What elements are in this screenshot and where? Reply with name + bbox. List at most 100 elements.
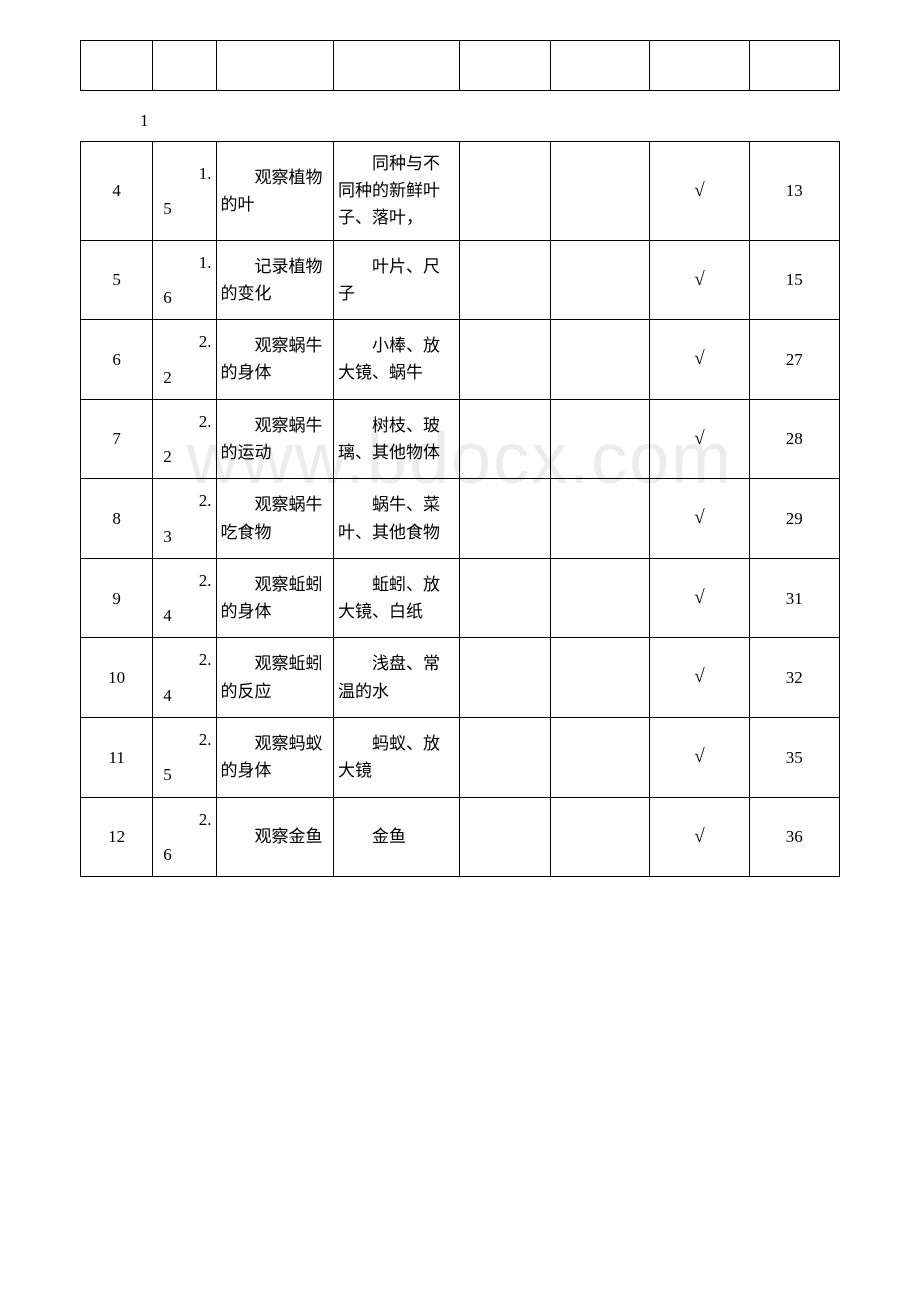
check-cell: √ [650, 558, 749, 638]
page-cell: 32 [749, 638, 839, 718]
page-cell: 28 [749, 399, 839, 479]
table-row: 62.2观察蜗牛的身体小棒、放大镜、蜗牛√27 [81, 320, 840, 400]
empty-cell [460, 638, 550, 718]
empty-cell [550, 240, 649, 320]
header-cell [81, 41, 153, 91]
chapter-cell: 2.2 [153, 320, 216, 400]
page-cell: 29 [749, 479, 839, 559]
check-cell: √ [650, 142, 749, 241]
materials-cell: 树枝、玻璃、其他物体 [333, 399, 460, 479]
chapter-cell: 2.2 [153, 399, 216, 479]
table-row: 102.4观察蚯蚓的反应浅盘、常温的水 √32 [81, 638, 840, 718]
table-row: 72.2观察蜗牛的运动树枝、玻璃、其他物体√28 [81, 399, 840, 479]
chapter-sub: 2 [163, 443, 211, 470]
empty-cell [550, 142, 649, 241]
check-cell: √ [650, 717, 749, 797]
materials-cell: 金鱼 [333, 797, 460, 877]
chapter-sub: 6 [163, 841, 211, 868]
page-cell: 31 [749, 558, 839, 638]
materials-cell: 叶片、尺子 [333, 240, 460, 320]
check-cell: √ [650, 797, 749, 877]
data-table: 41.5观察植物的叶同种与不同种的新鲜叶子、落叶，√1351.6记录植物的变化叶… [80, 141, 840, 877]
materials-cell: 浅盘、常温的水 [333, 638, 460, 718]
chapter-sub: 5 [163, 761, 211, 788]
empty-cell [460, 558, 550, 638]
materials-cell: 同种与不同种的新鲜叶子、落叶， [333, 142, 460, 241]
seq-cell: 5 [81, 240, 153, 320]
chapter-cell: 2.6 [153, 797, 216, 877]
header-cell [749, 41, 839, 91]
seq-cell: 6 [81, 320, 153, 400]
chapter-cell: 1.5 [153, 142, 216, 241]
empty-cell [460, 142, 550, 241]
seq-cell: 8 [81, 479, 153, 559]
exp-name-cell: 观察蜗牛的身体 [216, 320, 333, 400]
exp-name-cell: 观察蚯蚓的反应 [216, 638, 333, 718]
chapter-sub: 6 [163, 284, 211, 311]
seq-cell: 7 [81, 399, 153, 479]
header-table [80, 40, 840, 91]
seq-cell: 10 [81, 638, 153, 718]
seq-cell: 9 [81, 558, 153, 638]
chapter-cell: 2.5 [153, 717, 216, 797]
header-cell [650, 41, 749, 91]
table-row: 51.6记录植物的变化叶片、尺子√15 [81, 240, 840, 320]
header-row [81, 41, 840, 91]
empty-cell [550, 717, 649, 797]
chapter-cell: 2.4 [153, 638, 216, 718]
page-number: 1 [80, 91, 840, 141]
check-cell: √ [650, 320, 749, 400]
page-cell: 13 [749, 142, 839, 241]
chapter-num: 2. [199, 726, 212, 753]
empty-cell [550, 399, 649, 479]
page-cell: 36 [749, 797, 839, 877]
empty-cell [460, 240, 550, 320]
chapter-num: 2. [199, 328, 212, 355]
chapter-cell: 2.4 [153, 558, 216, 638]
seq-cell: 4 [81, 142, 153, 241]
check-cell: √ [650, 638, 749, 718]
chapter-num: 2. [199, 567, 212, 594]
table-row: 8 2. 3观察蜗牛吃食物蜗牛、菜叶、其他食物 √29 [81, 479, 840, 559]
chapter-sub: 5 [163, 195, 211, 222]
empty-cell [460, 717, 550, 797]
seq-cell: 11 [81, 717, 153, 797]
chapter-num: 2. [199, 408, 212, 435]
exp-name-cell: 记录植物的变化 [216, 240, 333, 320]
chapter-sub: 3 [163, 523, 211, 550]
empty-cell [550, 558, 649, 638]
exp-name-cell: 观察蚯蚓的身体 [216, 558, 333, 638]
page-cell: 27 [749, 320, 839, 400]
empty-cell [550, 797, 649, 877]
chapter-sub: 4 [163, 682, 211, 709]
check-cell: √ [650, 399, 749, 479]
header-cell [333, 41, 460, 91]
check-cell: √ [650, 240, 749, 320]
chapter-num: 1. [199, 160, 212, 187]
exp-name-cell: 观察蜗牛吃食物 [216, 479, 333, 559]
chapter-num: 2. [199, 487, 212, 514]
page-cell: 15 [749, 240, 839, 320]
chapter-sub: 2 [163, 364, 211, 391]
chapter-num: 2. [199, 806, 212, 833]
empty-cell [460, 320, 550, 400]
materials-cell: 蜗牛、菜叶、其他食物 [333, 479, 460, 559]
header-cell [550, 41, 649, 91]
empty-cell [550, 320, 649, 400]
header-cell [216, 41, 333, 91]
chapter-num: 1. [199, 249, 212, 276]
seq-cell: 12 [81, 797, 153, 877]
materials-cell: 蚂蚁、放大镜 [333, 717, 460, 797]
chapter-cell: 1.6 [153, 240, 216, 320]
table-row: 112.5观察蚂蚁的身体蚂蚁、放大镜√35 [81, 717, 840, 797]
empty-cell [460, 399, 550, 479]
table-row: 122.6观察金鱼金鱼√36 [81, 797, 840, 877]
check-cell: √ [650, 479, 749, 559]
header-cell [460, 41, 550, 91]
materials-cell: 小棒、放大镜、蜗牛 [333, 320, 460, 400]
table-row: 92.4观察蚯蚓的身体蚯蚓、放大镜、白纸 √31 [81, 558, 840, 638]
exp-name-cell: 观察金鱼 [216, 797, 333, 877]
empty-cell [550, 638, 649, 718]
page-cell: 35 [749, 717, 839, 797]
materials-cell: 蚯蚓、放大镜、白纸 [333, 558, 460, 638]
